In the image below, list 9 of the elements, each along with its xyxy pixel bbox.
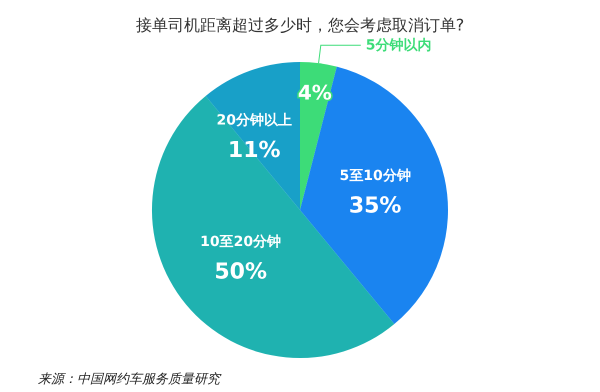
slice-label: 5分钟以内	[366, 37, 432, 54]
data-label: 35%	[348, 194, 402, 219]
chart-title: 接单司机距离超过多少时，您会考虑取消订单?	[136, 16, 464, 34]
slice-label: 5至10分钟	[340, 168, 411, 184]
source-note: 来源：中国网约车服务质量研究	[38, 372, 222, 387]
data-label: 11%	[228, 138, 281, 164]
slice-label: 20分钟以上	[216, 112, 292, 129]
slice-label: 10至20分钟	[200, 234, 282, 250]
data-label: 50%	[214, 260, 268, 285]
